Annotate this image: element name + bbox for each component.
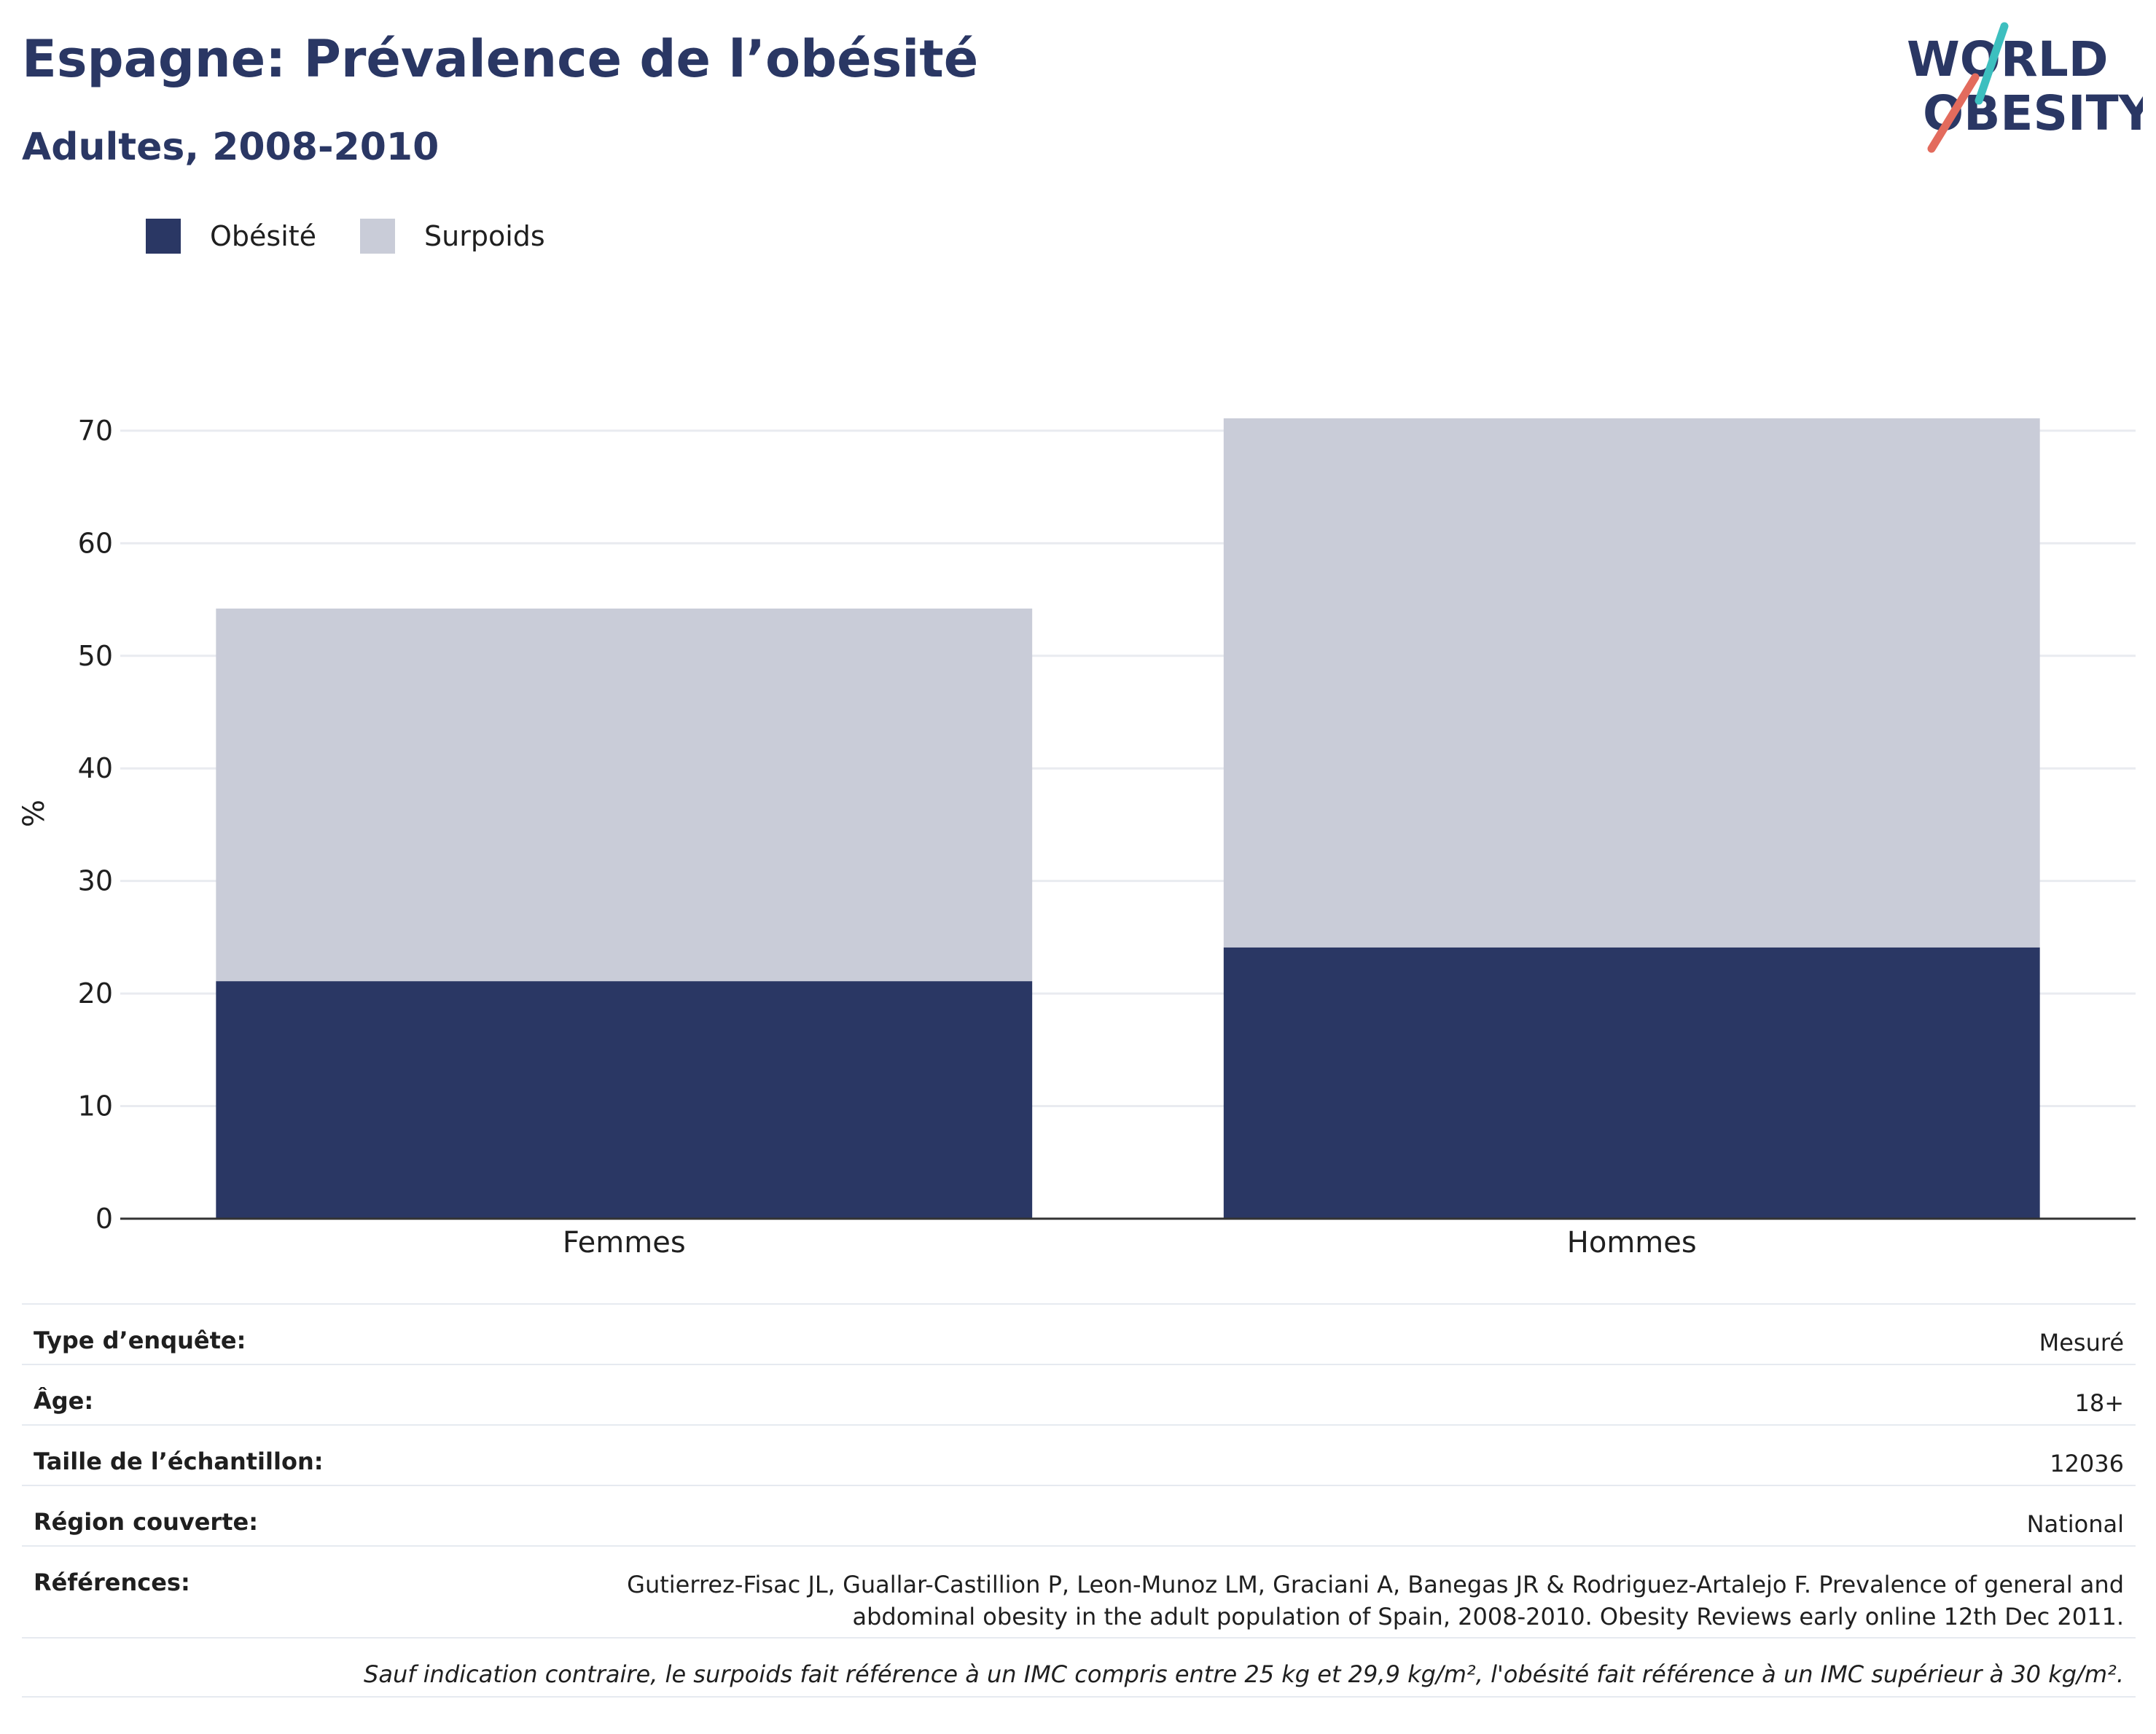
stacked-bar-chart: 0 10 20 30 40 50 60 70 Femmes Hommes% bbox=[17, 415, 2136, 1260]
logo-slash-coral bbox=[1927, 73, 1980, 153]
y-tick-label: 20 bbox=[78, 977, 113, 1009]
x-tick-label: Hommes bbox=[1567, 1226, 1697, 1260]
bar bbox=[216, 608, 1033, 982]
bar bbox=[1223, 418, 2040, 948]
legend-label-obesite: Obésité bbox=[210, 220, 317, 252]
legend-item-surpoids[interactable]: Surpoids bbox=[360, 219, 545, 254]
legend-label-surpoids: Surpoids bbox=[424, 220, 545, 252]
references-value: Gutierrez-Fisac JL, Guallar-Castillion P… bbox=[627, 1571, 2124, 1630]
legend-item-obesite[interactable]: Obésité bbox=[146, 219, 316, 254]
world-obesity-logo: WORLD OBESITY bbox=[1907, 22, 2143, 153]
age-value: 18+ bbox=[2074, 1389, 2124, 1417]
bar bbox=[216, 981, 1033, 1219]
logo-slash-teal bbox=[1975, 22, 2009, 105]
chart-subtitle: Adultes, 2008-2010 bbox=[22, 125, 440, 169]
references-label: Références: bbox=[34, 1569, 190, 1596]
y-tick-label: 10 bbox=[78, 1090, 113, 1122]
legend-swatch-obesite bbox=[146, 219, 181, 254]
x-tick-label: Femmes bbox=[563, 1226, 686, 1260]
sample-size-value: 12036 bbox=[2050, 1450, 2124, 1477]
info-table: Type d’enquête: Mesuré Âge: 18+ Taille d… bbox=[22, 1303, 2136, 1698]
y-tick-label: 70 bbox=[78, 415, 113, 447]
bar bbox=[1223, 947, 2040, 1219]
y-axis-title: % bbox=[17, 800, 51, 827]
survey-type-label: Type d’enquête: bbox=[34, 1327, 246, 1354]
survey-type-value: Mesuré bbox=[2039, 1329, 2124, 1356]
sample-size-label: Taille de l’échantillon: bbox=[34, 1448, 324, 1475]
chart-title: Espagne: Prévalence de l’obésité bbox=[22, 29, 979, 89]
logo-word-world: WORLD bbox=[1907, 31, 2109, 87]
region-value: National bbox=[2026, 1510, 2124, 1538]
y-tick-label: 40 bbox=[78, 752, 113, 784]
info-row-survey-type: Type d’enquête: Mesuré bbox=[22, 1303, 2136, 1364]
region-label: Région couverte: bbox=[34, 1508, 258, 1536]
info-row-sample-size: Taille de l’échantillon: 12036 bbox=[22, 1424, 2136, 1485]
y-tick-label: 0 bbox=[95, 1203, 113, 1235]
definition-note: Sauf indication contraire, le surpoids f… bbox=[364, 1660, 2124, 1688]
y-tick-label: 60 bbox=[78, 527, 113, 559]
y-tick-label: 50 bbox=[78, 640, 113, 672]
info-row-age: Âge: 18+ bbox=[22, 1364, 2136, 1424]
logo-word-obesity: OBESITY bbox=[1923, 85, 2143, 141]
y-tick-label: 30 bbox=[78, 865, 113, 897]
info-row-references: Références: Gutierrez-Fisac JL, Guallar-… bbox=[22, 1545, 2136, 1637]
info-row-region: Région couverte: National bbox=[22, 1485, 2136, 1545]
legend: Obésité Surpoids bbox=[146, 216, 589, 257]
info-row-note: Sauf indication contraire, le surpoids f… bbox=[22, 1637, 2136, 1698]
legend-swatch-surpoids bbox=[360, 219, 396, 254]
age-label: Âge: bbox=[34, 1387, 94, 1415]
